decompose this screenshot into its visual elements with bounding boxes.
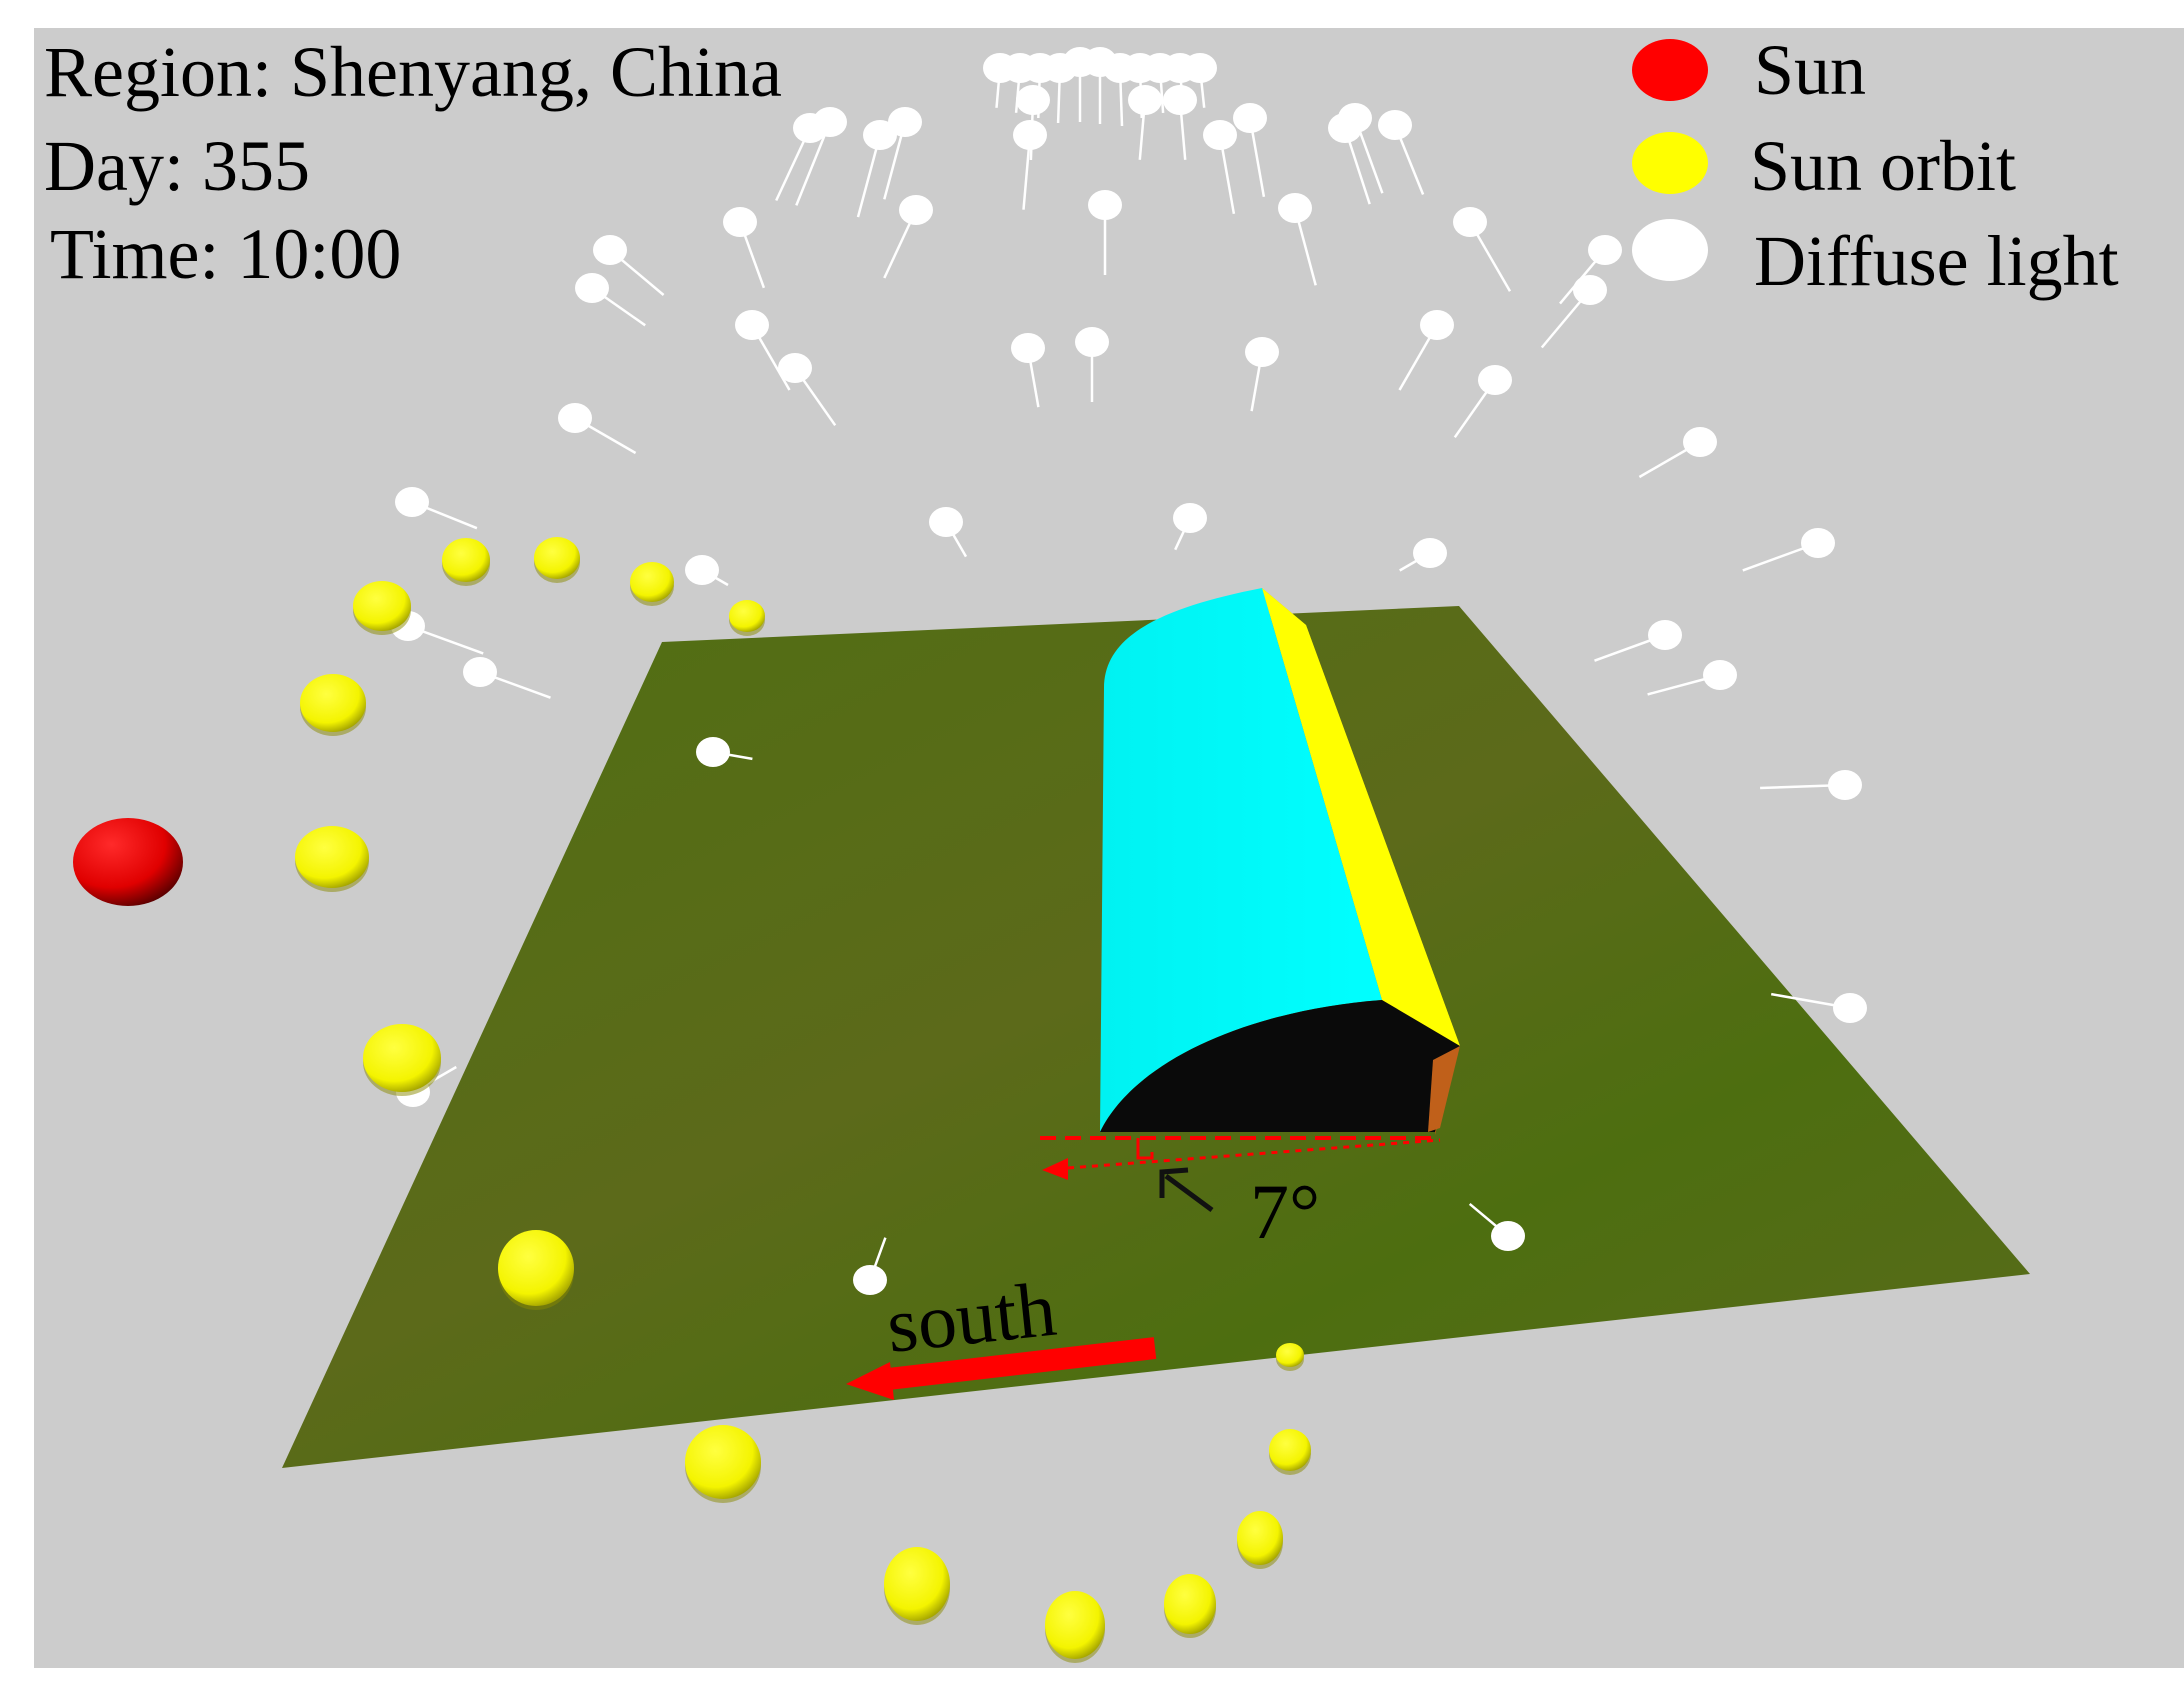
legend-diffuse-light-swatch bbox=[1632, 219, 1708, 281]
scene-info: Region: Shenyang, China Day: 355 Time: 1… bbox=[44, 32, 782, 294]
diffuse-light-dot bbox=[558, 403, 592, 433]
diffuse-light-dot bbox=[1233, 103, 1267, 133]
sun-orbit-sphere bbox=[1269, 1429, 1311, 1471]
diffuse-light-dot bbox=[1478, 365, 1512, 395]
greenhouse-roof bbox=[1100, 588, 1382, 1132]
diffuse-light-dot bbox=[1683, 427, 1717, 457]
diffuse-light-dot bbox=[1245, 337, 1279, 367]
diffuse-light-dot bbox=[1588, 235, 1622, 265]
diffuse-light-dot bbox=[1378, 110, 1412, 140]
greenhouse-back-wall bbox=[1262, 588, 1460, 1046]
diffuse-light-dot bbox=[1648, 620, 1682, 650]
time-label: Time: 10:00 bbox=[50, 214, 401, 294]
diffuse-light-dot bbox=[1183, 53, 1217, 83]
legend: Sun Sun orbit Diffuse light bbox=[1632, 30, 2119, 301]
diffuse-light-dot bbox=[1203, 120, 1237, 150]
sun-orbit-sphere bbox=[685, 1425, 761, 1499]
angle-pointer-head bbox=[1159, 1167, 1189, 1198]
greenhouse-east-end bbox=[1100, 1000, 1460, 1132]
diffuse-light-dot bbox=[1173, 503, 1207, 533]
diffuse-light-dot bbox=[575, 273, 609, 303]
sun-orbit-sphere bbox=[353, 581, 411, 631]
angle-pointer-arrow bbox=[1164, 1173, 1214, 1213]
diffuse-light-dot bbox=[1420, 310, 1454, 340]
sun-orbit-sphere bbox=[884, 1547, 950, 1621]
diffuse-light-dot bbox=[1413, 538, 1447, 568]
diffuse-light-markers-back bbox=[391, 47, 1862, 800]
sun-orbit-sphere bbox=[1164, 1574, 1216, 1634]
south-label: south bbox=[883, 1265, 1060, 1369]
legend-sun-label: Sun bbox=[1754, 30, 1866, 110]
solar-greenhouse bbox=[1100, 588, 1460, 1135]
sun-orbit-sphere bbox=[729, 600, 765, 632]
diffuse-light-dot bbox=[1088, 190, 1122, 220]
sun-orbit-sphere bbox=[534, 537, 580, 579]
diffuse-light-dot bbox=[1128, 85, 1162, 115]
sun-orbit-markers-back bbox=[300, 537, 765, 736]
diffuse-light-dot bbox=[863, 120, 897, 150]
diffuse-light-dot bbox=[685, 555, 719, 585]
region-label: Region: Shenyang, China bbox=[44, 32, 782, 112]
diffuse-light-dot bbox=[853, 1265, 887, 1295]
diffuse-light-dot bbox=[1453, 207, 1487, 237]
diffuse-light-dot bbox=[778, 353, 812, 383]
south-indicator: south bbox=[846, 1265, 1157, 1400]
orientation-indicator: 7° bbox=[1040, 1136, 1441, 1255]
diffuse-light-dot bbox=[1801, 528, 1835, 558]
diffuse-light-dot bbox=[1013, 120, 1047, 150]
diffuse-light-dot bbox=[1828, 770, 1862, 800]
sun-orbit-sphere bbox=[630, 562, 674, 602]
diffuse-light-dot bbox=[1573, 275, 1607, 305]
sun-orbit-sphere bbox=[1045, 1591, 1105, 1659]
diffuse-light-dot bbox=[813, 107, 847, 137]
south-arrow-head bbox=[846, 1362, 894, 1400]
diffuse-light-dot bbox=[463, 657, 497, 687]
diffuse-light-dot bbox=[1278, 193, 1312, 223]
diffuse-light-dot bbox=[1016, 85, 1050, 115]
sun-orbit-sphere bbox=[1237, 1511, 1283, 1565]
diffuse-light-dot bbox=[593, 235, 627, 265]
diffuse-light-dot bbox=[395, 487, 429, 517]
true-east-west-line bbox=[1067, 1138, 1441, 1170]
diffuse-light-dot bbox=[735, 310, 769, 340]
sun-orbit-sphere bbox=[300, 674, 366, 732]
legend-sun-orbit-label: Sun orbit bbox=[1750, 126, 2016, 206]
greenhouse-back-corner bbox=[1428, 1046, 1460, 1132]
diffuse-light-dot bbox=[1163, 85, 1197, 115]
south-arrow-shaft bbox=[878, 1337, 1157, 1391]
diffuse-light-dot bbox=[723, 207, 757, 237]
diffuse-light-dot bbox=[1011, 333, 1045, 363]
legend-sun-swatch bbox=[1632, 39, 1708, 101]
diffuse-light-dot bbox=[696, 737, 730, 767]
sun-orbit-sphere bbox=[295, 826, 369, 888]
diffuse-light-dot bbox=[888, 107, 922, 137]
east-west-arrowhead bbox=[1042, 1158, 1068, 1180]
diffuse-light-dot bbox=[1338, 103, 1372, 133]
sun-marker bbox=[73, 818, 183, 906]
diffuse-light-dot bbox=[1703, 660, 1737, 690]
legend-sun-orbit-swatch bbox=[1632, 132, 1708, 194]
angle-label: 7° bbox=[1250, 1168, 1320, 1255]
sun-orbit-sphere bbox=[442, 538, 490, 582]
diffuse-light-dot bbox=[1833, 993, 1867, 1023]
diffuse-light-dot bbox=[929, 507, 963, 537]
legend-diffuse-light-label: Diffuse light bbox=[1754, 221, 2119, 301]
angle-bracket bbox=[1136, 1138, 1154, 1160]
diffuse-light-dot bbox=[1075, 327, 1109, 357]
sun-orbit-markers-front bbox=[295, 826, 1311, 1663]
day-label: Day: 355 bbox=[44, 126, 310, 206]
sun-orbit-sphere bbox=[498, 1230, 574, 1306]
diffuse-light-dot bbox=[1491, 1221, 1525, 1251]
diffuse-light-dot bbox=[899, 195, 933, 225]
sun-orbit-sphere bbox=[1276, 1343, 1304, 1367]
sun-orbit-sphere bbox=[363, 1024, 441, 1092]
